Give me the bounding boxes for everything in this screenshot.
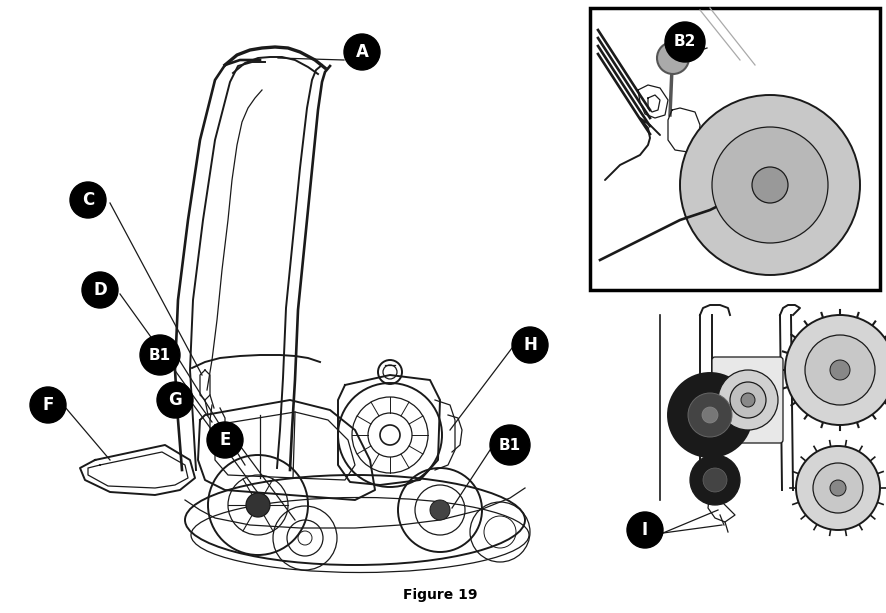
Circle shape xyxy=(784,315,886,425)
Circle shape xyxy=(804,335,874,405)
Circle shape xyxy=(245,493,269,517)
Text: F: F xyxy=(43,396,54,414)
Circle shape xyxy=(812,463,862,513)
Text: B2: B2 xyxy=(673,34,696,50)
Circle shape xyxy=(140,335,180,375)
Text: B1: B1 xyxy=(498,438,520,452)
Circle shape xyxy=(430,500,449,520)
Circle shape xyxy=(489,425,530,465)
Text: D: D xyxy=(93,281,106,299)
Text: H: H xyxy=(523,336,536,354)
Circle shape xyxy=(740,393,754,407)
Circle shape xyxy=(680,95,859,275)
Bar xyxy=(589,8,879,290)
Circle shape xyxy=(729,382,766,418)
Text: G: G xyxy=(168,391,182,409)
Text: E: E xyxy=(219,431,230,449)
Circle shape xyxy=(626,512,662,548)
Circle shape xyxy=(344,34,379,70)
Circle shape xyxy=(82,272,118,308)
Circle shape xyxy=(511,327,548,363)
Text: I: I xyxy=(641,521,648,539)
Circle shape xyxy=(701,407,717,423)
Circle shape xyxy=(703,468,727,492)
Circle shape xyxy=(667,373,751,457)
FancyBboxPatch shape xyxy=(711,357,782,443)
Circle shape xyxy=(795,446,879,530)
Circle shape xyxy=(689,455,739,505)
Circle shape xyxy=(829,360,849,380)
Circle shape xyxy=(664,22,704,62)
Circle shape xyxy=(206,422,243,458)
Circle shape xyxy=(751,167,787,203)
Circle shape xyxy=(30,387,66,423)
Text: C: C xyxy=(82,191,94,209)
Text: B1: B1 xyxy=(149,348,171,362)
Text: Figure 19: Figure 19 xyxy=(402,588,477,602)
Circle shape xyxy=(829,480,845,496)
Circle shape xyxy=(711,127,827,243)
Circle shape xyxy=(688,393,731,437)
Circle shape xyxy=(657,42,688,74)
Text: A: A xyxy=(355,43,368,61)
Circle shape xyxy=(70,182,106,218)
Circle shape xyxy=(717,370,777,430)
Circle shape xyxy=(157,382,193,418)
